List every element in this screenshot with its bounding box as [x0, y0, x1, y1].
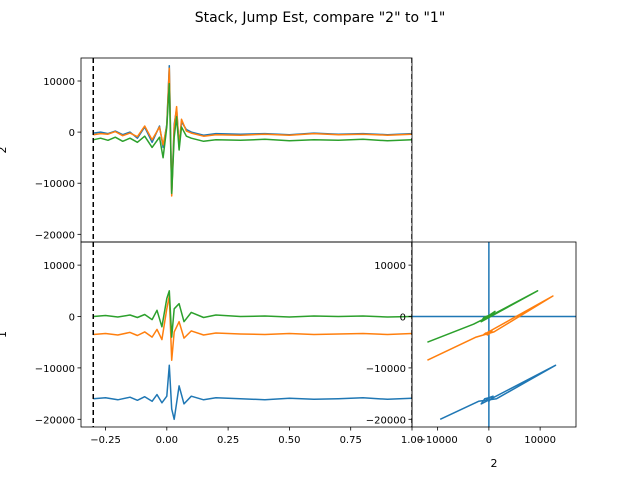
series-2-line: [93, 67, 412, 197]
plot-area: [92, 58, 412, 242]
axes-frame: [411, 241, 577, 428]
series-2-line: [427, 295, 554, 361]
y-tick-label: −20000: [35, 230, 75, 241]
y-tick-label: 0: [69, 313, 75, 324]
y-axis-label: 1: [0, 331, 9, 338]
y-tick-label: −20000: [366, 415, 406, 426]
y-tick-label: 10000: [43, 261, 75, 272]
x-tick-label: 0.25: [217, 435, 239, 446]
bottom-right-panel: 10000 0 −10000 −20000 −10000 0 10000 2: [366, 241, 577, 470]
y-tick-label: 10000: [43, 77, 75, 88]
y-tick-label: 0: [69, 128, 75, 139]
y-tick-label: −10000: [366, 364, 406, 375]
plot-area: [412, 242, 576, 427]
y-tick-label: −20000: [35, 415, 75, 426]
y-tick-label: 0: [400, 313, 406, 324]
y-axis-label: 2: [0, 147, 9, 154]
series-3-line: [93, 290, 412, 338]
figure-title: Stack, Jump Est, compare "2" to "1": [195, 10, 446, 26]
top-left-panel: 10000 0 −10000 −20000 2: [0, 57, 413, 243]
x-axis-label: 2: [491, 457, 498, 470]
series-1-line: [93, 364, 412, 421]
x-tick-label: 1.00: [401, 435, 423, 446]
x-tick-label: −10000: [418, 435, 458, 446]
x-tick-label: 0.50: [278, 435, 300, 446]
plot-area: [92, 242, 412, 427]
x-tick-label: 0.00: [156, 435, 178, 446]
series-1-line: [439, 364, 557, 420]
series-3-line: [427, 290, 539, 343]
y-tick-label: 10000: [374, 261, 406, 272]
series-2-line: [93, 295, 412, 361]
bottom-left-panel: 10000 0 −10000 −20000 −0.25 0.00 0.25 0.50 0.75 1…: [0, 241, 423, 446]
y-tick-label: −10000: [35, 179, 75, 190]
series-3-line: [93, 82, 412, 195]
x-tick-label: 0.75: [340, 435, 362, 446]
y-tick-label: −10000: [35, 364, 75, 375]
x-tick-label: 0: [486, 435, 492, 446]
x-tick-label: −0.25: [90, 435, 121, 446]
x-tick-label: 10000: [524, 435, 556, 446]
